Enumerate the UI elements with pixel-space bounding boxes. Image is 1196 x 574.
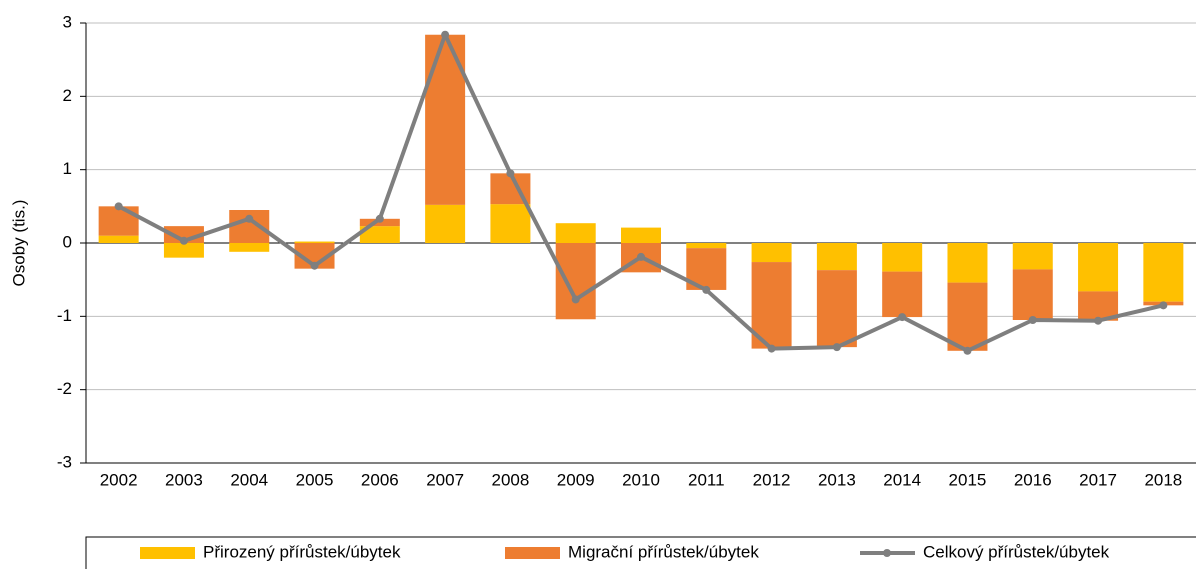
y-axis-label: Osoby (tis.) [9,200,28,287]
bar [882,271,923,318]
x-tick-label: 2011 [688,470,725,489]
bar [686,243,727,249]
bar [816,243,857,271]
bar [1078,243,1119,292]
marker [506,169,515,178]
x-tick-label: 2005 [296,470,334,489]
legend-swatch [883,549,891,557]
y-tick-label: 1 [63,159,72,178]
bar [1012,269,1053,320]
y-tick-label: -2 [57,379,72,398]
x-tick-label: 2014 [883,470,921,489]
legend-frame [85,536,1196,569]
x-tick-label: 2018 [1144,470,1182,489]
marker [1028,316,1037,324]
bar [882,243,923,272]
x-tick-label: 2012 [753,470,791,489]
bar [1143,243,1184,302]
marker [375,214,384,223]
marker [441,30,450,39]
bar [621,227,661,243]
marker [571,295,580,304]
x-tick-label: 2017 [1079,470,1117,489]
marker [1159,301,1168,310]
x-tick-label: 2007 [426,470,464,489]
marker [245,214,254,223]
bar [816,270,857,348]
bar [163,243,204,258]
marker [114,202,123,211]
x-tick-label: 2015 [949,470,987,489]
legend-swatch [505,547,560,559]
x-tick-label: 2004 [230,470,268,489]
bar [555,223,596,243]
marker [832,343,841,352]
x-tick-label: 2016 [1014,470,1052,489]
bar [947,243,988,283]
x-tick-label: 2006 [361,470,399,489]
bar [359,226,400,243]
marker [637,252,645,261]
bar [98,206,139,236]
x-tick-label: 2013 [818,470,856,489]
bar [425,204,466,243]
x-tick-label: 2010 [622,470,660,489]
legend-label: Migrační přírůstek/úbytek [568,542,759,561]
x-tick-label: 2002 [100,470,138,489]
marker [1094,316,1103,325]
bar [490,204,531,243]
y-tick-label: -1 [57,306,72,325]
y-tick-label: 2 [63,86,72,105]
bar [98,235,139,243]
bar [229,243,270,252]
y-tick-label: 3 [63,12,72,31]
legend-label: Celkový přírůstek/úbytek [923,542,1110,561]
marker [767,344,776,353]
y-tick-label: 0 [63,232,72,251]
legend-label: Přirozený přírůstek/úbytek [203,542,401,561]
marker [702,285,711,294]
marker [898,313,907,322]
line [117,32,1164,353]
bar [555,243,596,320]
bar [947,282,988,351]
bar [294,241,335,243]
x-tick-label: 2008 [491,470,529,489]
bar [1012,243,1053,270]
bar [751,243,792,263]
legend-swatch [140,547,195,559]
x-tick-label: 2009 [557,470,595,489]
marker [179,236,188,245]
x-tick-label: 2003 [165,470,203,489]
marker [310,261,319,270]
y-tick-label: -3 [57,452,72,471]
marker [963,346,972,355]
